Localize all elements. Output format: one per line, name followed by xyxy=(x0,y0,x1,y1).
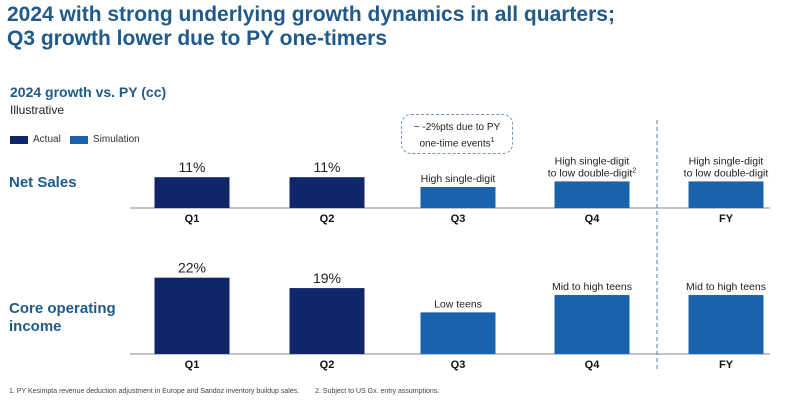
data-label-core-op-income-q2: 19% xyxy=(313,270,341,286)
bar-core-op-income-q3 xyxy=(420,312,496,354)
tick-label-core-op-income-q1: Q1 xyxy=(185,359,200,371)
data-label-core-op-income-q3: Low teens xyxy=(434,298,482,310)
data-label-net-sales-q1: 11% xyxy=(179,159,206,175)
legend-simulation-label: Simulation xyxy=(93,134,140,145)
bar-net-sales-fy xyxy=(688,181,764,208)
bar-core-op-income-q1 xyxy=(154,277,230,354)
tick-label-net-sales-q3: Q3 xyxy=(451,213,466,225)
legend-actual-swatch xyxy=(10,135,28,144)
data-label-net-sales-q4-line2: to low double-digit2 xyxy=(548,167,637,179)
callout-line-1: ~ -2%pts due to PY xyxy=(413,122,501,133)
tick-label-net-sales-fy: FY xyxy=(719,213,734,225)
bar-net-sales-q4 xyxy=(554,181,630,208)
data-label-net-sales-q4: High single-digit xyxy=(555,155,630,167)
footnote-1: 1. PY Kesimpta revenue deduction adjustm… xyxy=(9,388,300,395)
footnotes: 1. PY Kesimpta revenue deduction adjustm… xyxy=(9,388,453,395)
bar-core-op-income-q2 xyxy=(289,288,365,354)
callout-one-time-events: ~ -2%pts due to PY one-time events1 xyxy=(401,114,513,154)
tick-label-core-op-income-q4: Q4 xyxy=(585,359,601,371)
bar-core-op-income-q4 xyxy=(554,295,630,354)
data-label-core-op-income-fy: Mid to high teens xyxy=(686,281,766,293)
tick-label-net-sales-q1: Q1 xyxy=(185,213,200,225)
bar-net-sales-q2 xyxy=(289,177,365,208)
tick-label-core-op-income-q3: Q3 xyxy=(451,359,466,371)
legend-simulation: Simulation xyxy=(70,134,140,145)
data-label-core-op-income-q1: 22% xyxy=(178,260,206,276)
data-label-sup: 2 xyxy=(632,167,636,174)
legend-actual: Actual xyxy=(10,134,61,145)
bar-core-op-income-fy xyxy=(688,295,764,354)
footnote-2: 2. Subject to US Gx. entry assumptions. xyxy=(315,388,440,395)
data-label-net-sales-fy-line2: to low double-digit xyxy=(684,167,769,179)
title-line-1: 2024 with strong underlying growth dynam… xyxy=(7,3,615,26)
legend-actual-label: Actual xyxy=(33,134,61,145)
data-label-net-sales-q3: High single-digit xyxy=(421,173,496,185)
data-label-net-sales-q2: 11% xyxy=(314,159,341,175)
data-label-core-op-income-q4: Mid to high teens xyxy=(552,281,632,293)
illustrative-note: Illustrative xyxy=(10,103,65,117)
tick-label-core-op-income-fy: FY xyxy=(719,359,734,371)
bar-net-sales-q1 xyxy=(154,177,230,208)
tick-label-net-sales-q2: Q2 xyxy=(320,213,335,225)
bar-net-sales-q3 xyxy=(420,187,496,208)
chart-subtitle: 2024 growth vs. PY (cc) xyxy=(10,84,167,100)
callout-line-2: one-time events1 xyxy=(419,137,495,150)
tick-label-core-op-income-q2: Q2 xyxy=(320,359,335,371)
legend-simulation-swatch xyxy=(70,135,88,144)
row-label-net-sales: Net Sales xyxy=(9,174,77,191)
page-title: 2024 with strong underlying growth dynam… xyxy=(7,3,797,51)
data-label-net-sales-fy: High single-digit xyxy=(689,155,764,167)
title-line-2: Q3 growth lower due to PY one-timers xyxy=(7,27,387,50)
tick-label-net-sales-q4: Q4 xyxy=(585,213,601,225)
row-label-core-operating-income: Core operating income xyxy=(9,300,116,335)
